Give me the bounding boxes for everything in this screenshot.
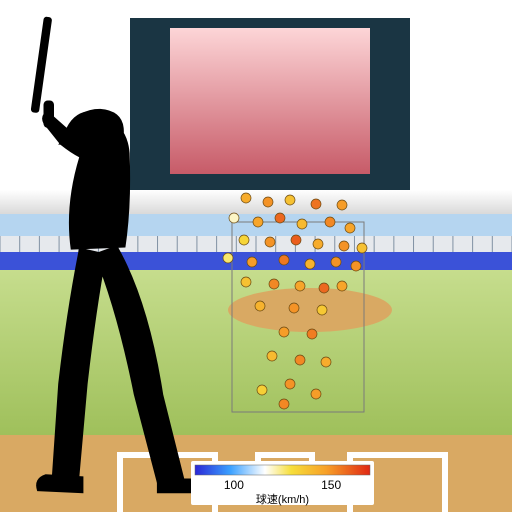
pitch-marker xyxy=(295,355,305,365)
pitchers-mound xyxy=(228,288,392,332)
pitch-marker xyxy=(311,389,321,399)
pitch-marker xyxy=(223,253,233,263)
pitch-marker xyxy=(241,277,251,287)
pitch-marker xyxy=(263,197,273,207)
pitch-marker xyxy=(331,257,341,267)
pitch-marker xyxy=(337,281,347,291)
pitch-marker xyxy=(257,385,267,395)
pitch-marker xyxy=(253,217,263,227)
pitch-marker xyxy=(265,237,275,247)
pitch-marker xyxy=(305,259,315,269)
pitch-marker xyxy=(313,239,323,249)
pitch-marker xyxy=(319,283,329,293)
pitch-marker xyxy=(229,213,239,223)
pitch-marker xyxy=(357,243,367,253)
pitch-marker xyxy=(285,379,295,389)
pitch-marker xyxy=(279,399,289,409)
pitch-marker xyxy=(291,235,301,245)
pitch-marker xyxy=(325,217,335,227)
pitch-marker xyxy=(311,199,321,209)
pitch-marker xyxy=(241,193,251,203)
colorbar-tick: 150 xyxy=(321,478,341,492)
pitch-marker xyxy=(279,327,289,337)
colorbar-label: 球速(km/h) xyxy=(256,492,309,506)
pitch-marker xyxy=(289,303,299,313)
pitch-marker xyxy=(295,281,305,291)
pitch-marker xyxy=(351,261,361,271)
colorbar-tick: 100 xyxy=(224,478,244,492)
pitch-marker xyxy=(337,200,347,210)
pitch-marker xyxy=(247,257,257,267)
pitch-marker xyxy=(279,255,289,265)
pitch-marker xyxy=(317,305,327,315)
scoreboard-screen xyxy=(170,28,370,174)
pitch-marker xyxy=(267,351,277,361)
pitch-marker xyxy=(239,235,249,245)
pitch-marker xyxy=(339,241,349,251)
pitch-marker xyxy=(307,329,317,339)
pitch-marker xyxy=(255,301,265,311)
pitch-marker xyxy=(275,213,285,223)
pitch-marker xyxy=(285,195,295,205)
pitch-marker xyxy=(345,223,355,233)
pitch-marker xyxy=(321,357,331,367)
pitch-marker xyxy=(269,279,279,289)
colorbar: 100 150 球速(km/h) xyxy=(191,461,374,506)
pitch-marker xyxy=(297,219,307,229)
